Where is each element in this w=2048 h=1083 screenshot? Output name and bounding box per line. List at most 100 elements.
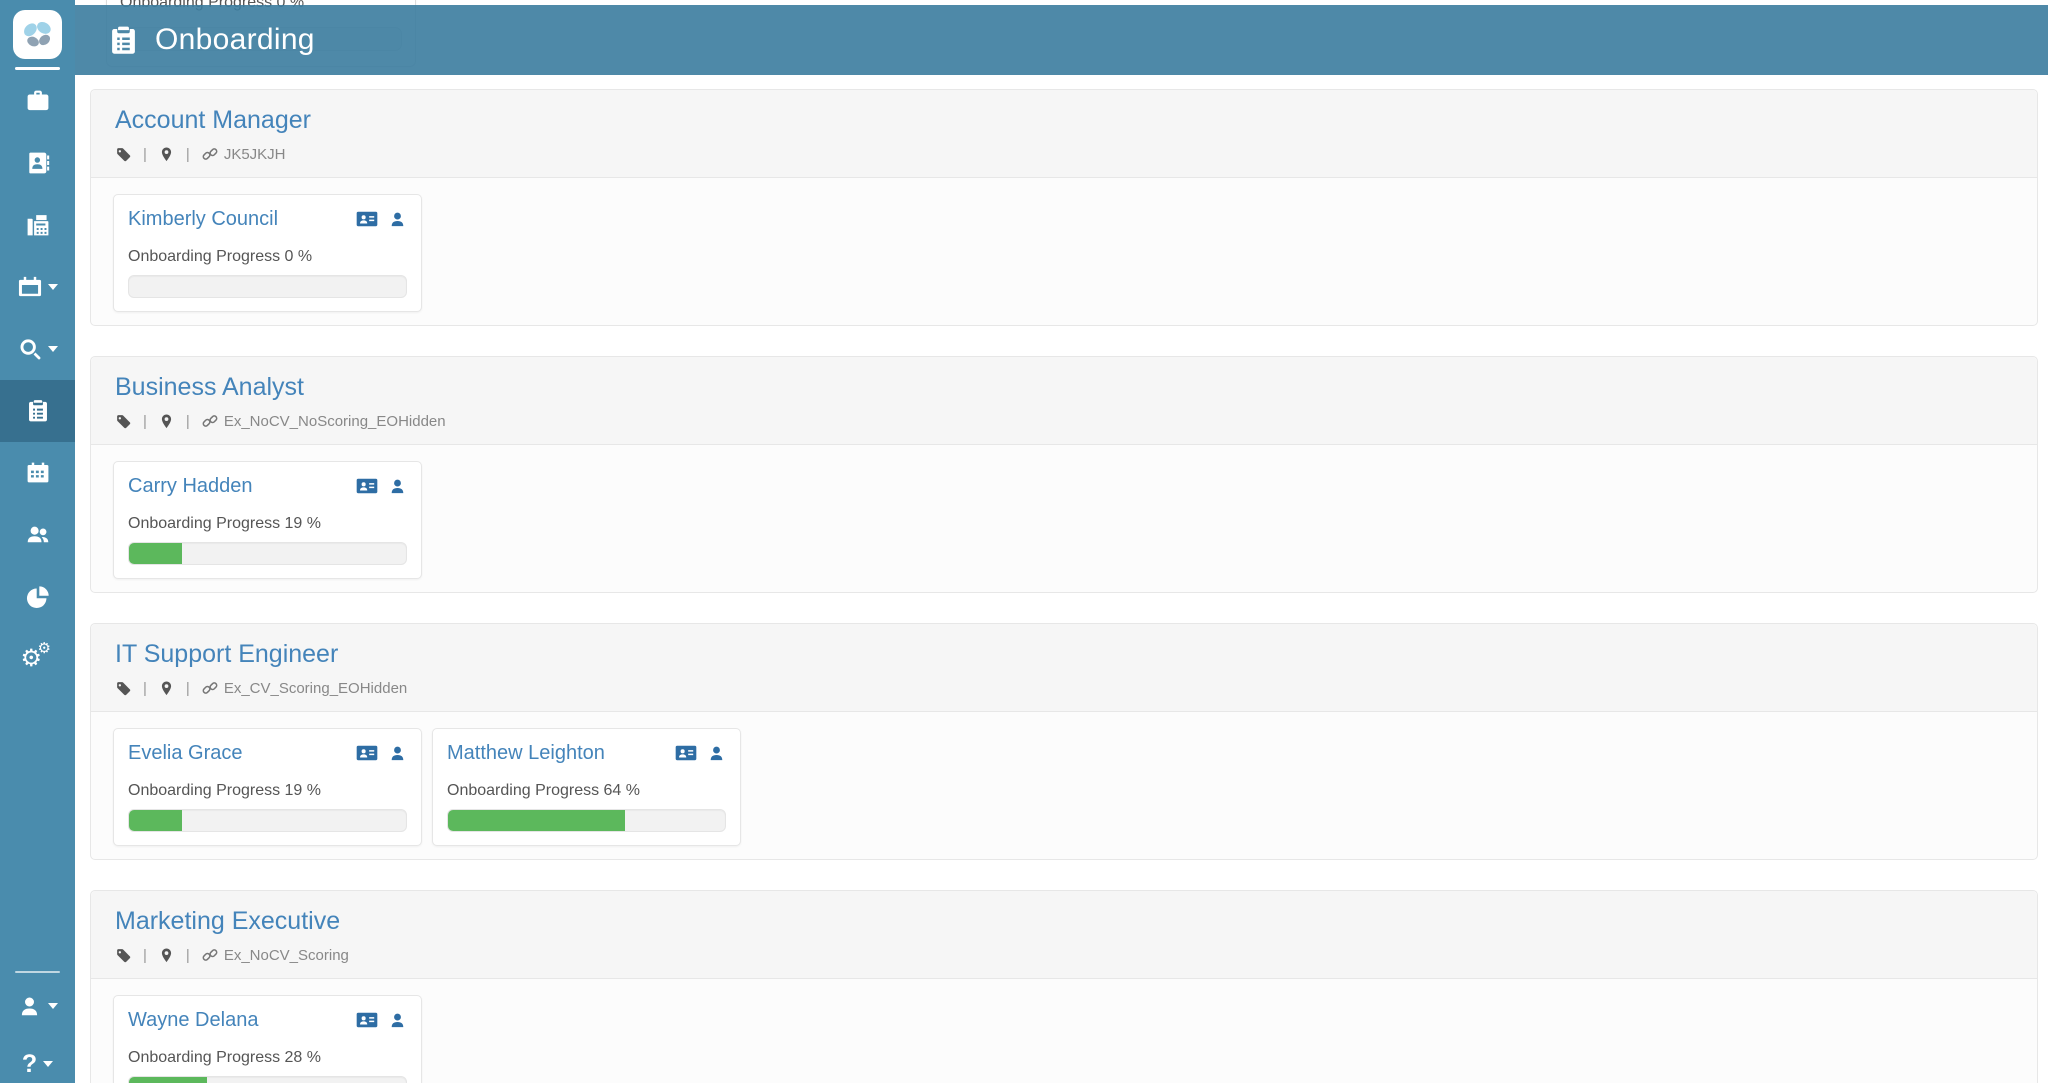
job-reference-link[interactable]: Ex_NoCV_Scoring — [201, 946, 349, 964]
sidebar-item-schedule[interactable] — [0, 442, 75, 504]
link-icon — [201, 145, 219, 163]
job-reference: Ex_NoCV_Scoring — [223, 946, 349, 964]
sidebar-item-settings[interactable]: ⚙ ⚙ — [0, 628, 75, 690]
sidebar-item-calendar-menu[interactable] — [0, 256, 75, 318]
meta-separator: | — [185, 145, 190, 163]
job-section-heading: IT Support Engineer | | Ex_CV_Scoring_EO… — [91, 624, 2037, 712]
candidate-card: Wayne Delana Onboarding Progress 28 % — [113, 995, 422, 1083]
meta-separator: | — [143, 412, 147, 430]
onboarding-progress-label: Onboarding Progress 64 % — [447, 782, 640, 799]
map-marker-icon — [158, 146, 175, 163]
sidebar-item-contacts[interactable] — [0, 132, 75, 194]
sidebar-item-fax[interactable] — [0, 194, 75, 256]
app-logo[interactable] — [13, 10, 62, 59]
candidate-card: Matthew Leighton Onboarding Progress 64 … — [432, 728, 741, 846]
sidebar-nav: ⚙ ⚙ — [0, 70, 75, 690]
user-icon[interactable] — [707, 744, 726, 763]
calendar-grid-icon — [25, 460, 51, 486]
job-title-link[interactable]: Marketing Executive — [115, 907, 341, 935]
meta-separator: | — [185, 679, 190, 697]
job-reference: Ex_CV_Scoring_EOHidden — [223, 679, 408, 697]
job-section-heading: Marketing Executive | | Ex_NoCV_Scoring — [91, 891, 2037, 979]
sidebar-item-reports[interactable] — [0, 566, 75, 628]
job-reference-link[interactable]: JK5JKJH — [201, 145, 286, 163]
user-icon[interactable] — [388, 1011, 407, 1030]
candidate-card: Evelia Grace Onboarding Progress 19 % — [113, 728, 422, 846]
job-meta: | | Ex_CV_Scoring_EOHidden — [115, 679, 2017, 697]
sidebar-item-people[interactable] — [0, 504, 75, 566]
job-section-account-manager: Account Manager | | JK5JKJH Kimberly Cou… — [90, 89, 2038, 326]
user-icon[interactable] — [388, 210, 407, 229]
link-icon — [201, 679, 219, 697]
candidate-name-link[interactable]: Kimberly Council — [128, 207, 279, 230]
sidebar-item-onboarding[interactable] — [0, 380, 75, 442]
main-content: Account Manager | | JK5JKJH Kimberly Cou… — [75, 0, 2048, 1083]
onboarding-progress-label: Onboarding Progress 19 % — [128, 782, 321, 799]
butterfly-logo-icon — [18, 15, 58, 55]
meta-separator: | — [143, 679, 147, 697]
progress-bar-track — [447, 809, 726, 832]
candidate-name-link[interactable]: Matthew Leighton — [447, 741, 605, 764]
user-icon[interactable] — [388, 744, 407, 763]
address-card-icon[interactable] — [355, 207, 379, 231]
meta-separator: | — [143, 145, 147, 163]
meta-separator: | — [185, 946, 190, 964]
user-icon — [17, 994, 42, 1019]
job-reference: JK5JKJH — [223, 145, 286, 163]
job-section-body: Wayne Delana Onboarding Progress 28 % — [91, 979, 2037, 1083]
link-icon — [201, 946, 219, 964]
calendar-icon — [17, 274, 43, 300]
job-meta: | | JK5JKJH — [115, 145, 2017, 163]
question-icon: ? — [21, 1049, 38, 1078]
cogs-icon: ⚙ ⚙ — [20, 639, 51, 672]
onboarding-progress-label: Onboarding Progress 19 % — [128, 515, 321, 532]
address-book-icon — [25, 150, 51, 176]
progress-bar-fill — [448, 810, 626, 831]
job-title-link[interactable]: Account Manager — [115, 106, 311, 134]
candidate-name-link[interactable]: Carry Hadden — [128, 474, 253, 497]
sidebar-item-search-menu[interactable] — [0, 318, 75, 380]
job-meta: | | Ex_NoCV_Scoring — [115, 946, 2017, 964]
sidebar-item-help[interactable]: ? — [0, 1036, 75, 1083]
job-title-link[interactable]: Business Analyst — [115, 373, 304, 401]
sidebar-divider-bottom — [15, 971, 60, 973]
chevron-down-icon — [43, 1061, 54, 1067]
map-marker-icon — [158, 947, 175, 964]
progress-bar-fill — [129, 1077, 207, 1083]
job-reference: Ex_NoCV_NoScoring_EOHidden — [223, 412, 446, 430]
page-header: Onboarding — [75, 5, 2048, 75]
job-meta: | | Ex_NoCV_NoScoring_EOHidden — [115, 412, 2017, 430]
meta-separator: | — [143, 946, 147, 964]
job-reference-link[interactable]: Ex_NoCV_NoScoring_EOHidden — [201, 412, 446, 430]
search-icon — [17, 336, 43, 362]
page-title: Onboarding — [155, 23, 315, 56]
address-card-icon[interactable] — [674, 741, 698, 765]
job-section-body: Kimberly Council Onboarding Progress 0 % — [91, 178, 2037, 325]
onboarding-progress-label: Onboarding Progress 28 % — [128, 1049, 321, 1066]
sidebar: ⚙ ⚙ ? — [0, 0, 75, 1083]
candidate-name-link[interactable]: Wayne Delana — [128, 1008, 259, 1031]
pie-chart-icon — [25, 584, 51, 610]
address-card-icon[interactable] — [355, 741, 379, 765]
job-section-business-analyst: Business Analyst | | Ex_NoCV_NoScoring_E… — [90, 356, 2038, 593]
sidebar-item-account[interactable] — [0, 978, 75, 1034]
job-section-heading: Account Manager | | JK5JKJH — [91, 90, 2037, 178]
sidebar-item-jobs[interactable] — [0, 70, 75, 132]
chevron-down-icon — [48, 284, 58, 290]
tag-icon — [115, 947, 132, 964]
progress-bar-track — [128, 809, 407, 832]
address-card-icon[interactable] — [355, 474, 379, 498]
clipboard-list-icon — [107, 24, 140, 57]
briefcase-icon — [25, 88, 51, 114]
progress-bar-track — [128, 1076, 407, 1083]
job-title-link[interactable]: IT Support Engineer — [115, 640, 339, 668]
job-reference-link[interactable]: Ex_CV_Scoring_EOHidden — [201, 679, 407, 697]
meta-separator: | — [185, 412, 190, 430]
user-icon[interactable] — [388, 477, 407, 496]
address-card-icon[interactable] — [355, 1008, 379, 1032]
users-icon — [25, 522, 51, 548]
candidate-name-link[interactable]: Evelia Grace — [128, 741, 243, 764]
job-section-body: Evelia Grace Onboarding Progress 19 % Ma… — [91, 712, 2037, 859]
candidate-card: Carry Hadden Onboarding Progress 19 % — [113, 461, 422, 579]
candidate-card: Kimberly Council Onboarding Progress 0 % — [113, 194, 422, 312]
